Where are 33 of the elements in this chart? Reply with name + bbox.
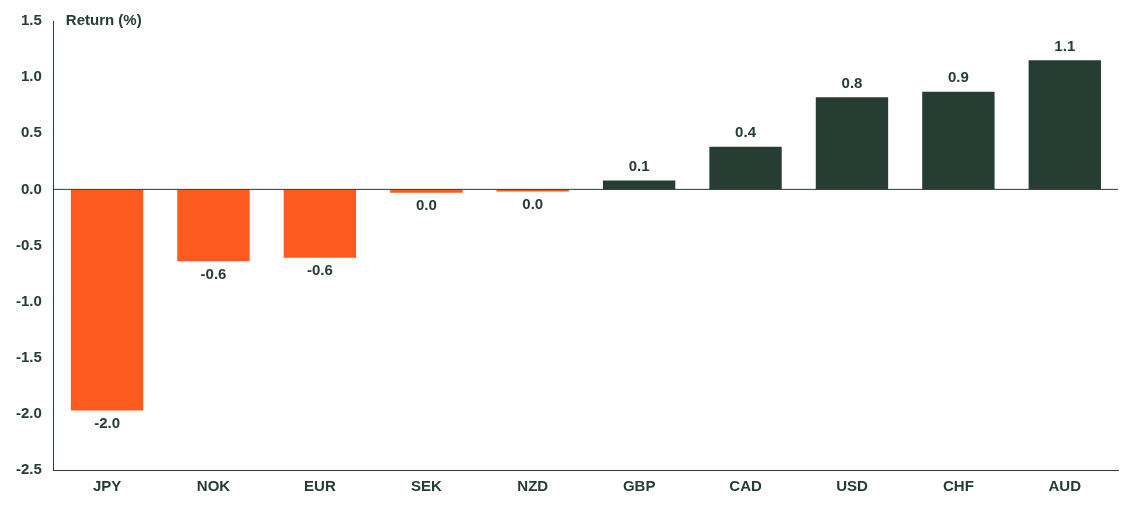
data-label: -2.0 <box>94 414 120 432</box>
y-tick-label: -1.0 <box>15 291 42 309</box>
data-label: 1.1 <box>1054 36 1076 54</box>
y-tick-label: 0.0 <box>20 179 42 197</box>
data-label: 0.4 <box>735 123 757 141</box>
bar <box>283 189 357 258</box>
bar <box>70 189 144 411</box>
data-label: -0.6 <box>200 264 227 282</box>
data-label: -0.6 <box>306 261 333 279</box>
x-tick-label: USD <box>836 477 868 495</box>
y-tick-label: -1.5 <box>15 347 42 365</box>
bar <box>177 189 250 262</box>
x-tick-label: NOK <box>196 477 231 495</box>
x-tick-label: EUR <box>304 477 336 495</box>
x-tick-label: CAD <box>729 477 762 495</box>
data-label: 0.0 <box>522 195 544 213</box>
x-tick-label: SEK <box>410 477 442 495</box>
y-tick-label: -2.0 <box>15 404 42 422</box>
x-tick-label: JPY <box>92 477 122 495</box>
data-label: 0.9 <box>947 68 969 86</box>
data-label: 0.0 <box>415 196 437 214</box>
x-tick-label: NZD <box>517 477 549 495</box>
y-tick-label: 1.0 <box>20 67 42 85</box>
y-tick-label: 1.5 <box>20 11 42 29</box>
y-axis-title: Return (%) <box>65 11 142 29</box>
x-tick-label: GBP <box>622 477 656 495</box>
y-tick-label: 0.5 <box>20 123 42 141</box>
data-label: 0.8 <box>841 73 863 91</box>
data-label: 0.1 <box>628 157 650 175</box>
y-tick-label: -2.5 <box>15 460 42 478</box>
x-tick-label: AUD <box>1048 477 1082 495</box>
x-tick-label: CHF <box>942 477 974 495</box>
y-tick-label: -0.5 <box>15 235 42 253</box>
